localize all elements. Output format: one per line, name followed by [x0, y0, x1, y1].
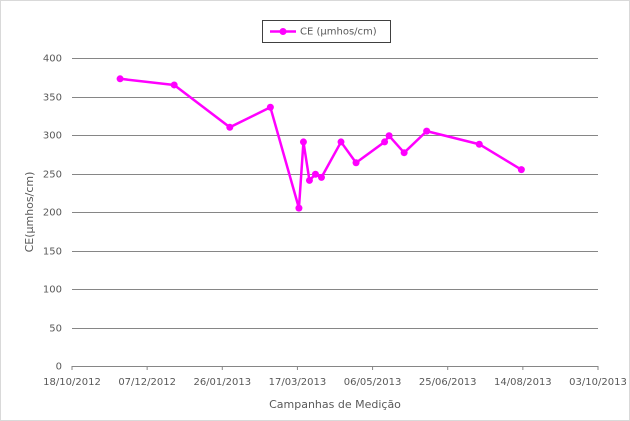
data-point: [517, 166, 525, 174]
x-tick-label: 06/05/2013: [344, 377, 402, 388]
data-point: [385, 132, 393, 140]
data-point: [317, 173, 325, 181]
data-point: [170, 81, 178, 89]
data-point: [116, 75, 124, 83]
data-point: [400, 149, 408, 157]
x-tick-label: 26/01/2013: [193, 377, 251, 388]
x-tick-label: 14/08/2013: [494, 377, 552, 388]
y-tick-label: 150: [43, 247, 62, 258]
data-point: [423, 127, 431, 135]
y-tick-label: 250: [43, 170, 62, 181]
data-point: [305, 176, 313, 184]
y-axis-label: CE(µmhos/cm): [23, 172, 36, 253]
legend-box: [262, 20, 391, 43]
x-tick-label: 25/06/2013: [419, 377, 477, 388]
data-point: [266, 103, 274, 111]
y-tick-label: 100: [43, 285, 62, 296]
y-tick-label: 50: [49, 324, 62, 335]
x-tick-label: 17/03/2013: [269, 377, 327, 388]
data-point: [299, 138, 307, 146]
y-tick-label: 200: [43, 208, 62, 219]
x-tick-label: 07/12/2012: [118, 377, 176, 388]
data-point: [475, 140, 483, 148]
y-tick-label: 350: [43, 93, 62, 104]
x-tick-label: 03/10/2013: [569, 377, 627, 388]
data-point: [295, 204, 303, 212]
data-point: [337, 138, 345, 146]
data-point: [352, 159, 360, 167]
x-tick-label: 18/10/2012: [43, 377, 101, 388]
y-tick-label: 400: [43, 54, 62, 65]
data-point: [381, 138, 389, 146]
y-tick-label: 0: [56, 362, 62, 373]
data-point: [226, 123, 234, 131]
legend-label: CE (µmhos/cm): [300, 27, 377, 38]
y-tick-label: 300: [43, 131, 62, 142]
legend-marker: [279, 28, 287, 35]
x-axis-label: Campanhas de Medição: [269, 398, 401, 411]
data-point: [311, 170, 319, 178]
